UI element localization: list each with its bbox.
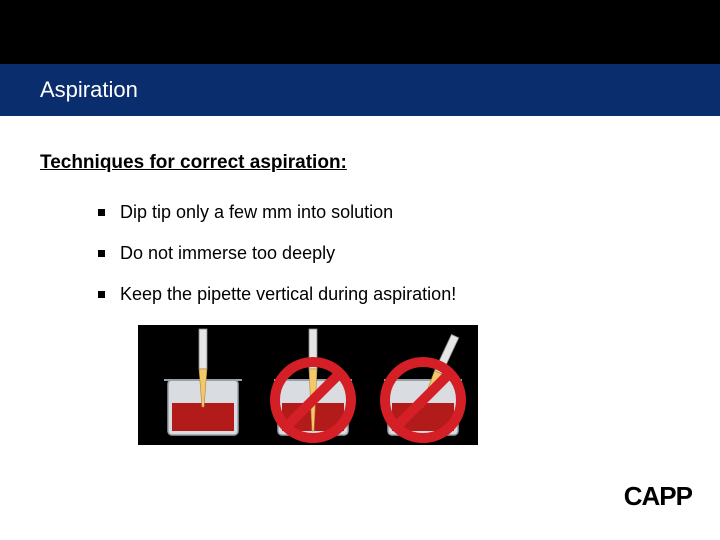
illustration-svg — [138, 325, 478, 445]
list-item: Do not immerse too deeply — [98, 243, 680, 264]
content-area: Techniques for correct aspiration: Dip t… — [0, 116, 720, 445]
title-bar: Aspiration — [0, 64, 720, 116]
brand-logo: CAPP — [624, 481, 692, 512]
top-black-bar — [0, 0, 720, 64]
list-item: Keep the pipette vertical during aspirat… — [98, 284, 680, 305]
list-item: Dip tip only a few mm into solution — [98, 202, 680, 223]
slide-title: Aspiration — [40, 77, 138, 103]
bullet-list: Dip tip only a few mm into solution Do n… — [98, 202, 680, 305]
aspiration-illustration — [138, 325, 478, 445]
subtitle: Techniques for correct aspiration: — [40, 152, 680, 174]
